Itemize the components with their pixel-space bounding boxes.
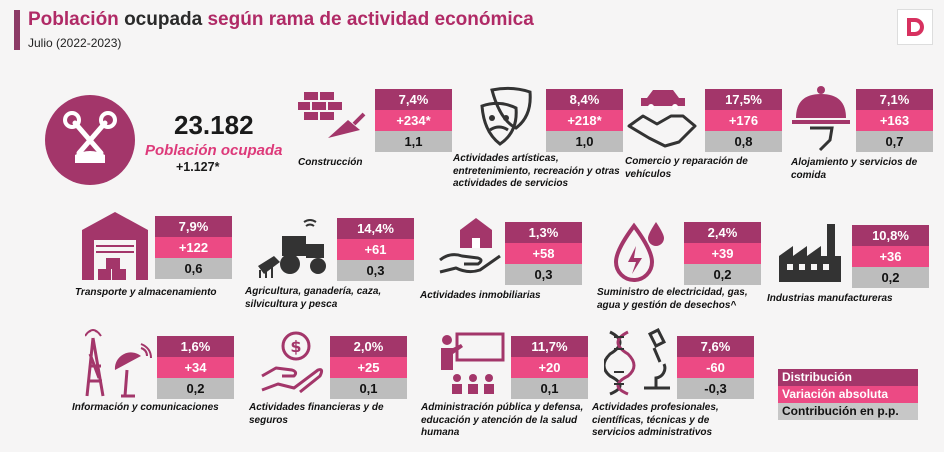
distribution-value: 1,3% [505,222,582,243]
contribution-value: 0,1 [330,378,407,399]
distribution-value: 7,1% [856,89,933,110]
variation-value: +58 [505,243,582,264]
house-hand-icon [439,218,501,274]
contribution-value: 0,6 [155,258,232,279]
legend-contribution: Contribución en p.p. [778,403,918,420]
antenna-icon [85,329,152,398]
contribution-value: 0,1 [511,378,588,399]
brand-logo-icon [897,9,933,45]
total-employed-change: +1.127* [176,160,220,174]
distribution-value: 1,6% [157,336,234,357]
variation-value: +163 [856,110,933,131]
title-part-2: ocupada [118,9,208,30]
coin-hand-icon: $ [261,331,324,394]
page-subtitle: Julio (2022-2023) [28,36,122,50]
title-part-3: según rama de actividad económica [207,9,534,30]
page-title: Población ocupada según rama de activida… [28,9,534,31]
variation-value: +234* [375,110,452,131]
variation-value: +61 [337,239,414,260]
sector-label: Actividades inmobiliarias [420,290,541,301]
sector-label: Actividades artísticas, entretenimiento,… [453,153,620,189]
classroom-icon [441,332,505,394]
svg-text:$: $ [290,337,301,356]
distribution-value: 7,9% [155,216,232,237]
variation-value: +36 [852,246,929,267]
contribution-value: 0,3 [337,260,414,281]
sector-label: Agricultura, ganadería, caza, silvicultu… [245,286,382,310]
total-employed-label: Población ocupada [145,142,283,159]
sector-label: Construcción [298,157,363,168]
distribution-value: 14,4% [337,218,414,239]
distribution-value: 2,0% [330,336,407,357]
legend-variation: Variación absoluta [778,386,918,403]
legend-distribution: Distribución [778,369,918,386]
variation-value: +218* [546,110,623,131]
contribution-value: 0,3 [505,264,582,285]
contribution-value: 0,8 [705,131,782,152]
chart-legend: Distribución Variación absoluta Contribu… [778,369,918,420]
variation-value: +20 [511,357,588,378]
distribution-value: 10,8% [852,225,929,246]
warehouse-icon [82,212,148,280]
sector-label: Transporte y almacenamiento [75,287,217,298]
distribution-value: 11,7% [511,336,588,357]
factory-icon [779,224,841,282]
handshake-car-icon [627,90,697,148]
contribution-value: -0,3 [677,378,754,399]
energy-drop-icon [613,222,664,282]
contribution-value: 1,0 [546,131,623,152]
distribution-value: 17,5% [705,89,782,110]
variation-value: +34 [157,357,234,378]
sector-label: Industrias manufactureras [767,293,893,304]
variation-value: +39 [684,243,761,264]
contribution-value: 0,2 [852,267,929,288]
title-part-1: Población [28,9,119,30]
contribution-value: 0,2 [684,264,761,285]
sector-label: Información y comunicaciones [72,402,219,413]
sector-label: Actividades profesionales, científicas, … [592,402,719,438]
microscope-dna-icon [604,328,670,396]
sector-label: Comercio y reparación de vehículos [625,156,748,180]
contribution-value: 1,1 [375,131,452,152]
distribution-value: 7,6% [677,336,754,357]
bricks-trowel-icon [298,92,366,138]
distribution-value: 2,4% [684,222,761,243]
variation-value: +122 [155,237,232,258]
theater-masks-icon [480,86,532,146]
contribution-value: 0,7 [856,131,933,152]
title-accent-bar [14,10,20,50]
tractor-icon [258,219,326,278]
sector-label: Suministro de electricidad, gas, agua y … [597,287,748,311]
total-employed-value: 23.182 [174,110,254,140]
workforce-tools-icon [45,95,135,185]
distribution-value: 7,4% [375,89,452,110]
variation-value: +176 [705,110,782,131]
sector-label: Actividades financieras y de seguros [249,402,384,426]
variation-value: -60 [677,357,754,378]
sector-label: Administración pública y defensa, educac… [421,402,584,438]
distribution-value: 8,4% [546,89,623,110]
variation-value: +25 [330,357,407,378]
contribution-value: 0,2 [157,378,234,399]
cloche-icon [792,86,850,152]
sector-label: Alojamiento y servicios de comida [791,157,918,181]
